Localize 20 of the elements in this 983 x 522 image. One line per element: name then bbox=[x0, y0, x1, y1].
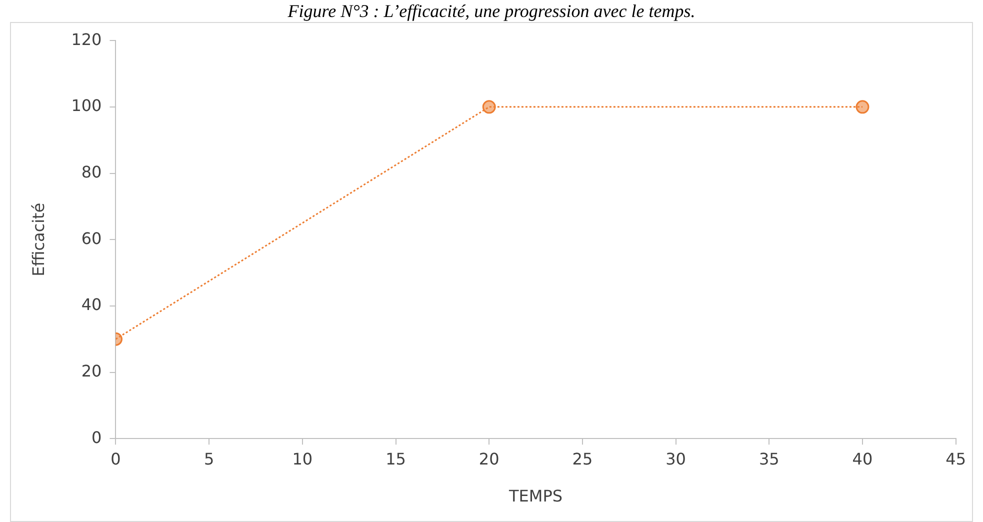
x-tick-label: 20 bbox=[478, 449, 500, 468]
x-tick-label: 35 bbox=[758, 449, 780, 468]
y-tick-label: 40 bbox=[81, 295, 102, 314]
x-tick-label: 0 bbox=[110, 449, 121, 468]
x-tick-label: 30 bbox=[666, 449, 686, 468]
y-tick-label: 60 bbox=[81, 228, 102, 248]
x-tick-label: 5 bbox=[204, 449, 214, 468]
x-tick-label: 25 bbox=[572, 449, 593, 468]
x-axis-title: TEMPS bbox=[508, 486, 563, 506]
y-axis-title: Efficacité bbox=[28, 202, 48, 276]
x-tick-label: 45 bbox=[946, 449, 966, 468]
y-tick-label: 80 bbox=[81, 162, 102, 182]
y-tick-label: 120 bbox=[71, 30, 102, 49]
y-tick-label: 20 bbox=[81, 361, 102, 380]
x-tick-label: 15 bbox=[386, 449, 406, 468]
y-tick-label: 100 bbox=[71, 96, 102, 116]
x-tick-label: 40 bbox=[852, 449, 873, 468]
chart-title: Figure N°3 : L’efficacité, une progression avec le temps. bbox=[286, 0, 696, 22]
y-tick-label: 0 bbox=[92, 428, 102, 447]
x-tick-label: 10 bbox=[292, 449, 313, 468]
